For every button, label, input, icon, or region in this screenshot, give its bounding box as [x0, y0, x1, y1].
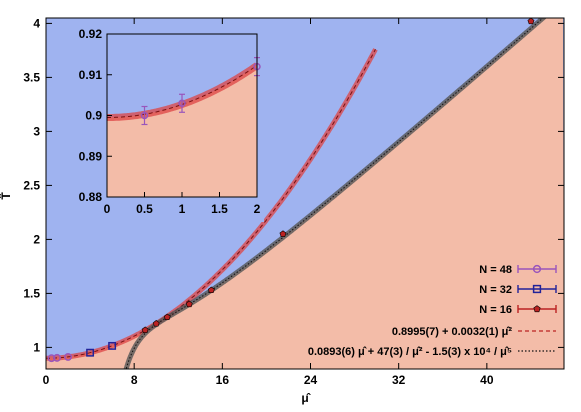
axes-labels: 0 8 16 24 32 40 1 1.5 2 2.5 3 3.5 4 μ̂ T̂ — [0, 16, 564, 405]
plot-frame — [45, 17, 565, 370]
data-point-pentagon-1 — [152, 320, 160, 327]
inset-x-tick-label: 1 — [179, 202, 186, 216]
y-axis-label: T̂ — [0, 192, 13, 200]
data-point-circle-1 — [53, 353, 61, 362]
x-tick-label: 0 — [43, 373, 50, 387]
inset-y-tick-label: 0.92 — [79, 27, 103, 41]
x-tick-label: 16 — [216, 373, 230, 387]
data-point-square-1 — [108, 341, 117, 350]
asymptotic-fit-line — [125, 18, 544, 369]
inset-data-point-1 — [178, 99, 186, 108]
data-point-pentagon-2 — [163, 313, 171, 321]
data-point-circle-2 — [64, 352, 72, 361]
x-tick-label: 8 — [131, 373, 138, 387]
x-tick-label: 40 — [480, 373, 494, 387]
y-tick-label: 1.5 — [23, 286, 40, 300]
inset-y-tick-label: 0.9 — [85, 109, 102, 123]
y-tick-label: 3 — [33, 124, 40, 138]
quadratic-fit-band — [46, 48, 378, 361]
legend-marker-1 — [532, 284, 542, 294]
y-tick-label: 2 — [33, 232, 40, 246]
inset-plot: 0 0.5 1 1.5 2 0.88 0.89 0.9 0.91 0.92 — [60, 26, 264, 222]
legend-marker-0 — [532, 264, 542, 274]
inset-y-tick-label: 0.88 — [79, 190, 103, 204]
legend-label-2: N = 16 — [479, 304, 512, 316]
x-tick-label: 24 — [304, 373, 318, 387]
inset-x-tick-label: 2 — [254, 202, 261, 216]
data-point-pentagon-0 — [141, 326, 149, 334]
legend-label-4: 0.0893(6) μ̂ + 47(3) / μ̂² - 1.5(3) x 10… — [308, 346, 512, 358]
legend-label-1: N = 32 — [479, 284, 512, 296]
lower-region — [46, 18, 564, 369]
legend-label-3: 0.8995(7) + 0.0032(1) μ̂² — [392, 326, 512, 338]
inset-x-tick-label: 0 — [104, 202, 111, 216]
data-point-pentagon-3 — [185, 300, 193, 308]
legend-label-0: N = 48 — [479, 264, 512, 276]
x-axis-label: μ̂ — [301, 391, 311, 405]
inset-data-point-0 — [140, 111, 149, 120]
y-tick-label: 1 — [33, 340, 40, 354]
data-point-square-0 — [86, 348, 95, 357]
data-point-pentagon-6 — [527, 17, 535, 25]
inset-x-tick-label: 0.5 — [136, 202, 153, 216]
x-tick-label: 32 — [392, 373, 406, 387]
inset-x-tick-label: 1.5 — [211, 202, 228, 216]
legend-marker-2 — [533, 305, 541, 313]
data-point-pentagon-4 — [207, 286, 215, 294]
data-point-pentagon-5 — [279, 230, 287, 237]
data-point-circle-0 — [47, 354, 56, 363]
legend: N = 48 N = 32 N = 16 0.8995(7) + 0.0032(1) … — [308, 264, 557, 358]
inset-y-tick-label: 0.89 — [79, 149, 103, 163]
inset-y-tick-label: 0.91 — [79, 68, 103, 82]
y-tick-label: 2.5 — [23, 178, 40, 192]
inset-lower-region — [107, 65, 257, 197]
y-tick-label: 4 — [33, 16, 40, 30]
y-tick-label: 3.5 — [23, 70, 40, 84]
